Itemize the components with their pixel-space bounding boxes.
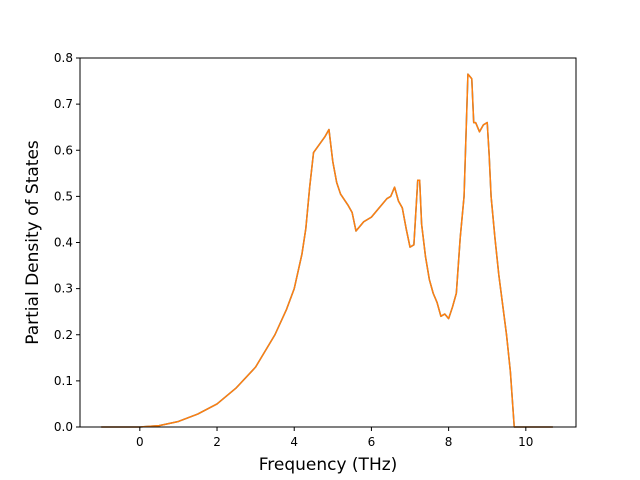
series-line-1 (101, 73, 553, 428)
y-tick-label: 0.2 (54, 328, 73, 342)
x-tick-label: 2 (213, 435, 221, 449)
y-tick-label: 0.1 (54, 374, 73, 388)
y-tick-label: 0.7 (54, 97, 73, 111)
y-axis-label: Partial Density of States (23, 140, 43, 345)
ticks-layer: 0 2 4 6 8 10 0.0 0.1 0.2 0.3 0.4 0.5 0.6 0.7 0.8 (54, 51, 534, 449)
x-axis-label: Frequency (THz) (259, 455, 398, 475)
series-line-2 (101, 73, 553, 428)
y-tick-label: 0.8 (54, 51, 73, 65)
y-tick-label: 0.0 (54, 420, 73, 434)
y-tick-label: 0.3 (54, 282, 73, 296)
x-tick-label: 10 (518, 435, 533, 449)
x-tick-label: 6 (368, 435, 376, 449)
plot-area-frame (79, 57, 577, 428)
x-tick-label: 4 (290, 435, 298, 449)
x-tick-label: 0 (136, 435, 144, 449)
y-tick-label: 0.5 (54, 189, 73, 203)
x-tick-label: 8 (445, 435, 453, 449)
y-tick-label: 0.6 (54, 143, 73, 157)
y-tick-label: 0.4 (54, 236, 73, 250)
series-layer (101, 73, 553, 428)
